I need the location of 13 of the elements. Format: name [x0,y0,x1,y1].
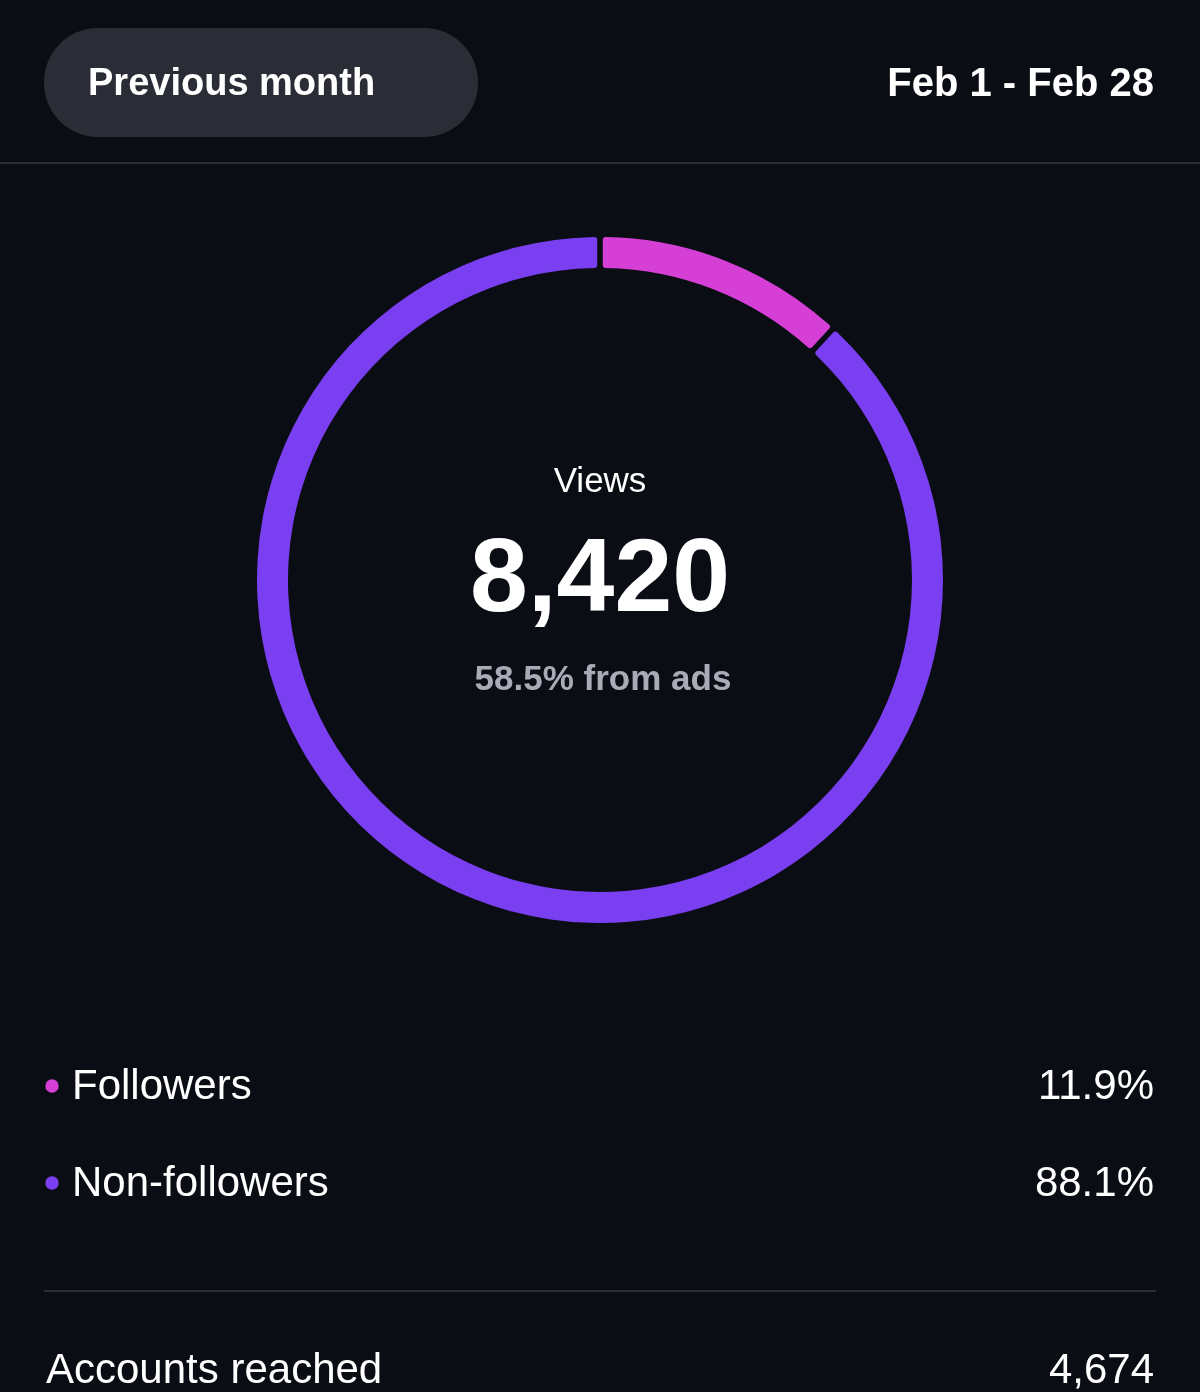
text: Accounts reached [46,1345,383,1392]
donut-slice [257,237,943,923]
legend-label: Followers [72,1061,252,1108]
text: Feb 1 - Feb 28 [887,60,1154,104]
text: Previous month [88,61,376,103]
text: Views [553,460,647,499]
text: 58.5% from ads [474,658,732,697]
text: 4,674 [1048,1345,1154,1392]
data-label: 88.1% [1034,1158,1154,1205]
data-label: 11.9% [1038,1061,1154,1108]
text: 8,420 [469,517,731,633]
donut-slice [602,237,830,349]
legend-label: Non-followers [72,1158,329,1205]
